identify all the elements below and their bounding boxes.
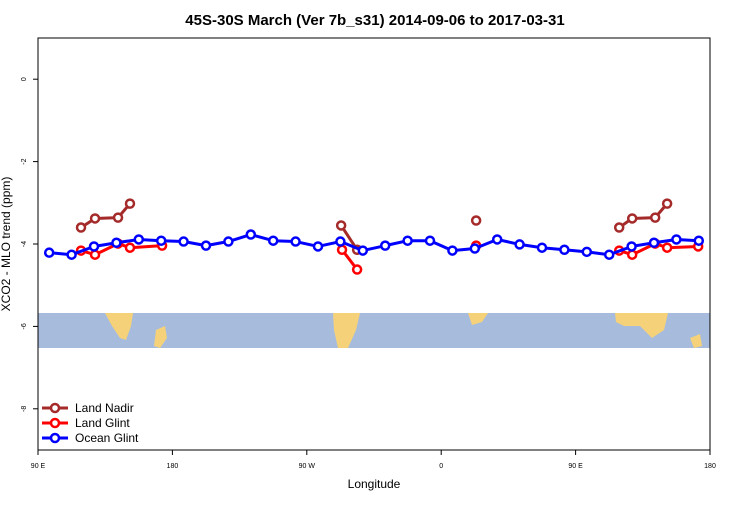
land-map bbox=[105, 313, 133, 340]
y-tick-label: -2 bbox=[21, 158, 28, 164]
legend-label: Land Glint bbox=[75, 416, 130, 430]
legend-swatch bbox=[49, 432, 61, 444]
data-point bbox=[671, 234, 682, 245]
data-point bbox=[75, 222, 87, 233]
data-point bbox=[335, 236, 346, 247]
data-point bbox=[89, 213, 101, 224]
data-point bbox=[89, 249, 101, 260]
data-point bbox=[112, 212, 124, 223]
data-point bbox=[178, 236, 189, 247]
data-point bbox=[626, 241, 637, 252]
x-tick-label: 90 W bbox=[299, 463, 316, 470]
data-point bbox=[626, 213, 638, 224]
data-point bbox=[424, 235, 436, 246]
data-point bbox=[603, 249, 615, 260]
data-point bbox=[43, 247, 55, 258]
data-point bbox=[379, 240, 391, 251]
y-tick-label: -6 bbox=[21, 323, 28, 329]
legend-label: Ocean Glint bbox=[75, 431, 139, 445]
data-point bbox=[581, 246, 593, 258]
legend-label: Land Nadir bbox=[75, 401, 134, 415]
data-point bbox=[133, 234, 145, 245]
data-point bbox=[648, 237, 660, 249]
data-point bbox=[470, 215, 482, 226]
land-map bbox=[690, 334, 702, 348]
data-point bbox=[124, 242, 136, 253]
data-point bbox=[155, 235, 167, 246]
data-point bbox=[613, 222, 625, 233]
data-point bbox=[267, 235, 279, 246]
data-point bbox=[402, 235, 413, 246]
data-point bbox=[66, 249, 77, 260]
ocean-map bbox=[38, 313, 710, 348]
chart-title: 45S-30S March (Ver 7b_s31) 2014-09-06 to… bbox=[185, 12, 564, 29]
data-point bbox=[469, 243, 481, 254]
x-tick-label: 90 E bbox=[568, 463, 583, 470]
x-tick-label: 90 E bbox=[31, 463, 46, 470]
land-map bbox=[154, 326, 167, 348]
land-map bbox=[615, 313, 668, 338]
y-tick-label: -8 bbox=[21, 406, 28, 412]
data-point bbox=[124, 198, 136, 209]
data-point bbox=[312, 241, 324, 252]
data-point bbox=[514, 239, 525, 250]
data-point bbox=[223, 236, 234, 247]
data-point bbox=[447, 245, 458, 256]
data-point bbox=[491, 234, 503, 245]
data-point bbox=[336, 244, 348, 256]
data-point bbox=[245, 229, 257, 240]
map-strip bbox=[38, 313, 710, 348]
data-point bbox=[290, 236, 301, 247]
data-point bbox=[649, 212, 661, 223]
x-tick-label: 180 bbox=[167, 463, 179, 470]
data-point bbox=[559, 244, 570, 256]
data-point bbox=[661, 198, 673, 209]
y-tick-label: -4 bbox=[21, 241, 28, 247]
data-point bbox=[693, 235, 705, 246]
data-point bbox=[357, 245, 369, 256]
data-point bbox=[661, 242, 673, 253]
legend-swatch bbox=[49, 417, 61, 429]
y-tick-label: 0 bbox=[21, 77, 28, 81]
y-axis-label: XCO2 - MLO trend (ppm) bbox=[0, 177, 13, 312]
x-axis-label: Longitude bbox=[348, 477, 401, 491]
data-point bbox=[536, 242, 548, 253]
data-point bbox=[111, 237, 122, 249]
land-map bbox=[468, 313, 488, 325]
data-point bbox=[351, 264, 363, 275]
legend-swatch bbox=[49, 402, 61, 414]
land-map bbox=[333, 313, 360, 348]
x-tick-label: 180 bbox=[704, 463, 716, 470]
data-point bbox=[335, 220, 347, 231]
data-point bbox=[200, 240, 212, 251]
data-point bbox=[88, 241, 100, 252]
data-point bbox=[626, 249, 638, 260]
x-tick-label: 0 bbox=[439, 463, 443, 470]
